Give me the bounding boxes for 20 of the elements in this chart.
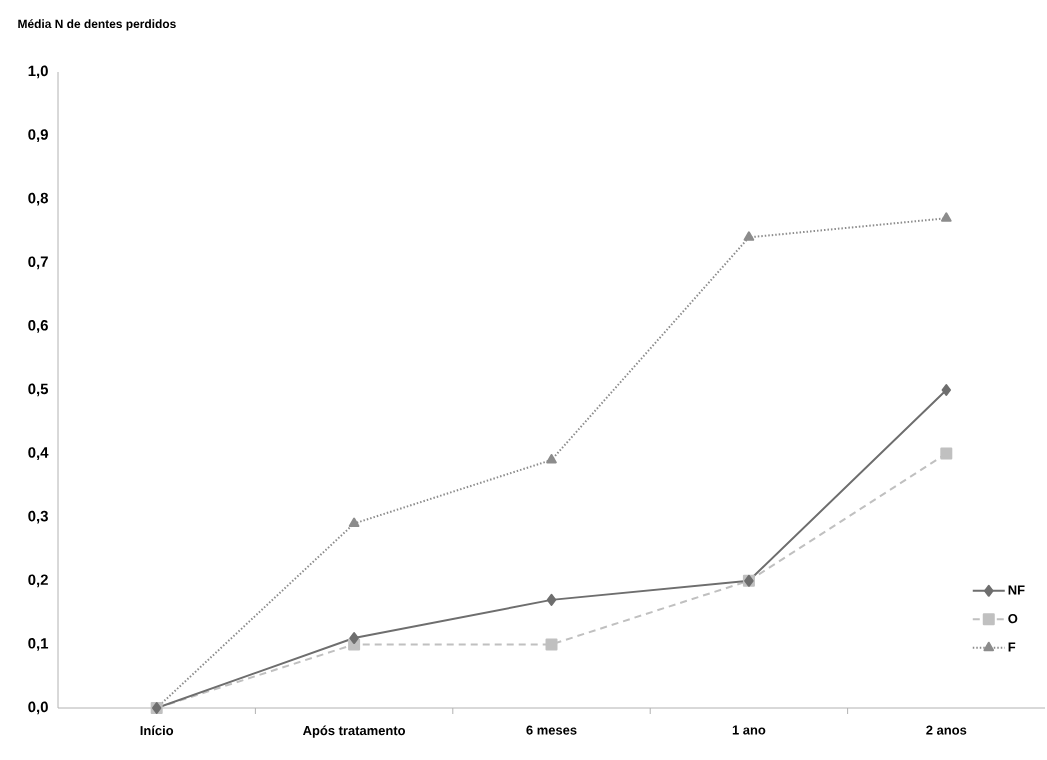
y-axis-title: Média N de dentes perdidos (18, 19, 176, 31)
legend-label: NF (1008, 585, 1025, 595)
y-tick-label: 0,1 (28, 638, 49, 651)
x-tick-label: Início (140, 725, 174, 736)
y-tick-label: 0,0 (28, 701, 48, 715)
y-tick-label: 0,3 (28, 510, 48, 524)
y-tick-label: 0,4 (28, 447, 49, 460)
y-tick-label: 1,0 (28, 65, 48, 79)
y-tick-label: 0,6 (28, 320, 48, 333)
y-tick-label: 0,7 (28, 256, 48, 270)
y-tick-label: 0,9 (28, 129, 48, 142)
x-tick-label: 1 ano (732, 725, 766, 735)
y-tick-label: 0,2 (28, 574, 48, 588)
x-tick-label: 2 anos (926, 725, 967, 735)
legend-label: F (1008, 642, 1016, 652)
y-tick-label: 0,8 (28, 192, 49, 206)
legend-label: O (1008, 614, 1018, 624)
x-tick-label: 6 meses (526, 725, 577, 735)
x-tick-label: Após tratamento (302, 725, 406, 738)
y-tick-label: 0,5 (28, 383, 49, 397)
